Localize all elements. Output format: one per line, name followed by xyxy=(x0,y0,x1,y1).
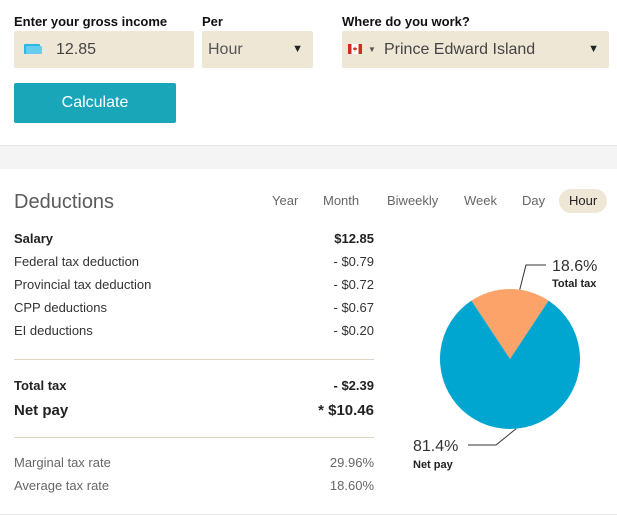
chevron-down-icon: ▼ xyxy=(588,43,599,55)
deductions-title: Deductions xyxy=(14,191,115,213)
marginal-rate-label: Marginal tax rate xyxy=(14,455,111,470)
tab-week[interactable]: Week xyxy=(464,193,497,208)
tab-year[interactable]: Year xyxy=(272,193,299,208)
divider xyxy=(14,359,374,360)
total-tax-percent-label: 18.6% xyxy=(552,258,597,275)
canada-flag-icon xyxy=(348,44,362,54)
chevron-down-icon: ▼ xyxy=(292,43,303,55)
tab-month[interactable]: Month xyxy=(323,193,360,208)
total-tax-series-label: Total tax xyxy=(552,278,597,290)
period-tabs: Year Month Biweekly Week Day Hour xyxy=(0,189,617,213)
pie-slice-total-tax xyxy=(471,289,549,359)
total-tax-value: - $2.39 xyxy=(333,378,374,393)
salary-value: $12.85 xyxy=(334,231,374,246)
net-pay-series-label: Net pay xyxy=(413,459,454,471)
total-tax-leader-line xyxy=(519,264,546,290)
deduction-label: Federal tax deduction xyxy=(14,254,140,269)
income-value: 12.85 xyxy=(56,41,97,58)
per-label: Per xyxy=(202,14,223,29)
salary-label: Salary xyxy=(14,231,54,246)
net-pay-percent-label: 81.4% xyxy=(413,438,458,455)
province-select[interactable]: ▼ Prince Edward Island ▼ xyxy=(342,31,609,68)
deduction-label: Provincial tax deduction xyxy=(14,277,152,292)
deduction-value: - $0.72 xyxy=(333,277,374,292)
tax-pie-chart: 18.6% Total tax 81.4% Net pay xyxy=(413,258,597,471)
income-input[interactable]: 12.85 xyxy=(14,31,194,68)
tab-day[interactable]: Day xyxy=(522,193,546,208)
per-select[interactable]: Hour ▼ xyxy=(202,31,313,68)
divider xyxy=(14,437,374,438)
deduction-value: - $0.67 xyxy=(333,300,374,315)
calculate-button[interactable]: Calculate xyxy=(14,83,176,123)
pie-slice-net-pay xyxy=(440,300,580,430)
tab-biweekly[interactable]: Biweekly xyxy=(387,193,439,208)
total-tax-label: Total tax xyxy=(14,378,67,393)
average-rate-label: Average tax rate xyxy=(14,478,110,493)
flag-caret-icon: ▼ xyxy=(368,45,376,54)
deductions-panel: Deductions Year Month Biweekly Week Day … xyxy=(0,169,617,515)
deduction-label: CPP deductions xyxy=(14,300,107,315)
deduction-label: EI deductions xyxy=(14,323,93,338)
net-pay-leader-line xyxy=(468,428,517,446)
net-pay-value: * $10.46 xyxy=(318,402,374,419)
calculator-form: Enter your gross income 12.85 Per Hour ▼… xyxy=(0,0,617,145)
money-icon xyxy=(24,44,42,54)
marginal-rate-value: 29.96% xyxy=(329,455,374,470)
section-divider xyxy=(0,145,617,169)
deduction-value: - $0.79 xyxy=(333,254,374,269)
where-label: Where do you work? xyxy=(342,14,470,29)
deduction-value: - $0.20 xyxy=(333,323,374,338)
net-pay-label: Net pay xyxy=(14,402,69,419)
per-value: Hour xyxy=(208,41,243,58)
province-value: Prince Edward Island xyxy=(384,41,536,58)
income-label: Enter your gross income xyxy=(14,14,168,29)
tab-hour[interactable]: Hour xyxy=(559,189,608,213)
average-rate-value: 18.60% xyxy=(329,478,374,493)
